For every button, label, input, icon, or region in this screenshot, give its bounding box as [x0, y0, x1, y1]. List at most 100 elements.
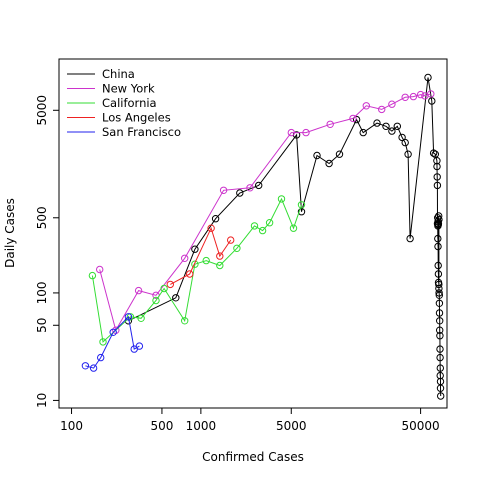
- x-tick-label: 1000: [186, 419, 217, 433]
- data-point: [191, 260, 199, 268]
- data-point: [236, 189, 244, 197]
- data-point: [436, 353, 444, 362]
- data-point: [207, 224, 215, 232]
- data-point: [436, 364, 444, 372]
- data-point: [135, 342, 144, 350]
- data-point: [434, 220, 443, 228]
- data-point: [202, 256, 210, 265]
- legend-label: China: [102, 67, 135, 81]
- data-point: [211, 215, 220, 223]
- x-tick-label: 100: [60, 419, 83, 433]
- data-point: [277, 195, 286, 203]
- data-point: [124, 313, 133, 321]
- series-line: [99, 93, 431, 332]
- data-point: [409, 92, 418, 101]
- data-point: [359, 128, 367, 137]
- series-new-york: [96, 90, 435, 334]
- legend-label: New York: [102, 82, 155, 96]
- y-tick-label: 500: [35, 206, 49, 229]
- data-point: [373, 119, 381, 127]
- data-point: [181, 254, 189, 262]
- data-point: [160, 284, 168, 293]
- data-point: [313, 151, 321, 160]
- data-point: [401, 138, 409, 147]
- data-point: [435, 280, 443, 289]
- y-tick-label: 5000: [35, 95, 49, 126]
- data-point: [297, 201, 306, 209]
- series-line: [170, 226, 232, 285]
- data-point: [191, 245, 199, 253]
- data-point: [429, 149, 438, 157]
- data-point: [436, 384, 445, 392]
- series-san-francisco: [81, 313, 144, 372]
- data-point: [435, 212, 443, 220]
- data-point: [427, 90, 435, 98]
- series-california: [88, 195, 306, 346]
- series-china: [124, 73, 445, 400]
- series-los-angeles: [166, 224, 235, 289]
- data-point: [289, 224, 298, 232]
- data-point: [250, 222, 259, 230]
- data-point: [435, 216, 443, 224]
- series-layer: [81, 73, 445, 400]
- data-point: [428, 97, 436, 105]
- x-tick-label: 50000: [402, 419, 440, 433]
- data-point: [382, 122, 390, 131]
- data-point: [152, 296, 160, 305]
- data-point: [433, 162, 441, 171]
- data-point: [99, 338, 107, 346]
- data-point: [325, 159, 333, 168]
- data-point: [352, 115, 361, 124]
- data-point: [172, 294, 180, 302]
- legend-label: San Francisco: [102, 125, 181, 139]
- data-point: [404, 150, 412, 158]
- data-point: [126, 313, 135, 321]
- y-tick-label: 100: [35, 281, 49, 304]
- legend-label: Los Angeles: [102, 111, 171, 125]
- legend-item: China: [67, 67, 135, 81]
- data-point: [233, 244, 241, 253]
- data-point: [435, 309, 444, 317]
- data-point: [287, 128, 295, 137]
- data-point: [434, 242, 442, 251]
- y-axis: 10 50 100 500 5000: [35, 95, 60, 408]
- x-axis: 100 500 1000 5000 50000: [60, 407, 440, 433]
- data-point: [81, 362, 90, 370]
- x-axis-label: Confirmed Cases: [202, 450, 304, 464]
- data-point: [302, 128, 310, 137]
- data-point: [134, 286, 143, 295]
- data-point: [416, 90, 425, 99]
- data-point: [326, 120, 334, 129]
- data-point: [216, 261, 224, 270]
- x-tick-label: 500: [150, 419, 173, 433]
- data-point: [227, 236, 235, 244]
- data-point: [436, 345, 444, 353]
- data-point: [96, 265, 104, 274]
- data-point: [435, 289, 443, 297]
- data-point: [166, 280, 175, 289]
- data-point: [388, 100, 396, 108]
- legend-item: New York: [67, 82, 155, 96]
- data-point: [434, 261, 442, 270]
- y-axis-label: Daily Cases: [3, 198, 17, 268]
- data-point: [88, 271, 97, 280]
- data-point: [137, 314, 145, 322]
- data-point: [393, 122, 401, 131]
- data-point: [255, 181, 263, 190]
- x-tick-label: 5000: [276, 419, 307, 433]
- legend-label: California: [102, 96, 157, 110]
- data-point: [265, 219, 274, 227]
- data-point: [435, 299, 444, 307]
- data-point: [433, 181, 442, 190]
- data-point: [378, 105, 386, 114]
- y-tick-label: 50: [35, 318, 49, 333]
- y-tick-label: 10: [35, 393, 49, 408]
- data-point: [246, 184, 254, 192]
- legend-item: California: [67, 96, 157, 110]
- data-point: [436, 317, 444, 325]
- data-point: [435, 291, 443, 299]
- legend-item: San Francisco: [67, 125, 181, 139]
- data-point: [437, 392, 445, 400]
